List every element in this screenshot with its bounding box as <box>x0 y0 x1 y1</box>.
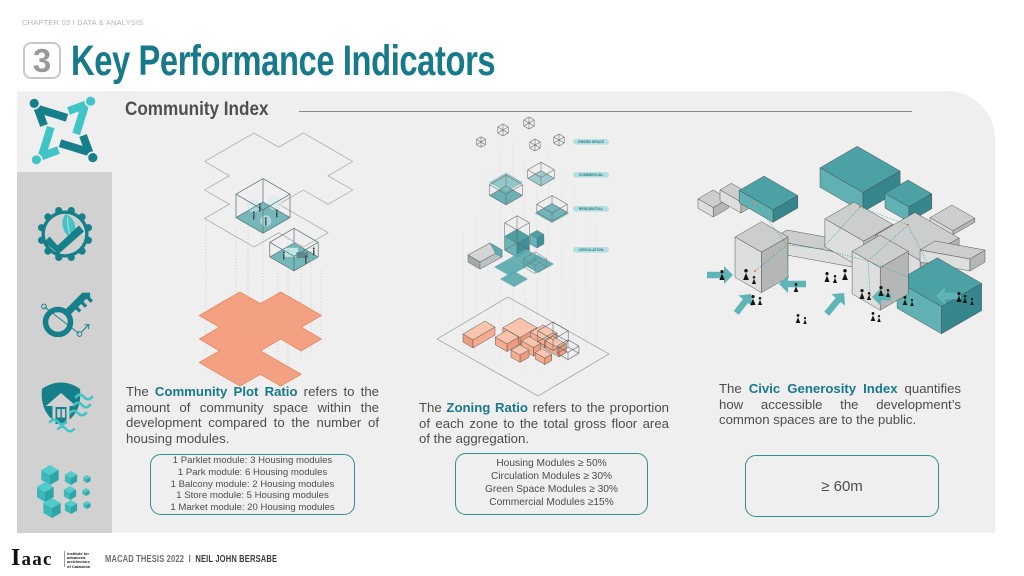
svg-text:COMMERCIAL: COMMERCIAL <box>579 173 604 177</box>
svg-text:RESIDENTIAL: RESIDENTIAL <box>579 207 603 211</box>
svg-text:GREEN SPACE: GREEN SPACE <box>578 140 605 144</box>
svg-text:CIRCULATION: CIRCULATION <box>579 248 604 252</box>
